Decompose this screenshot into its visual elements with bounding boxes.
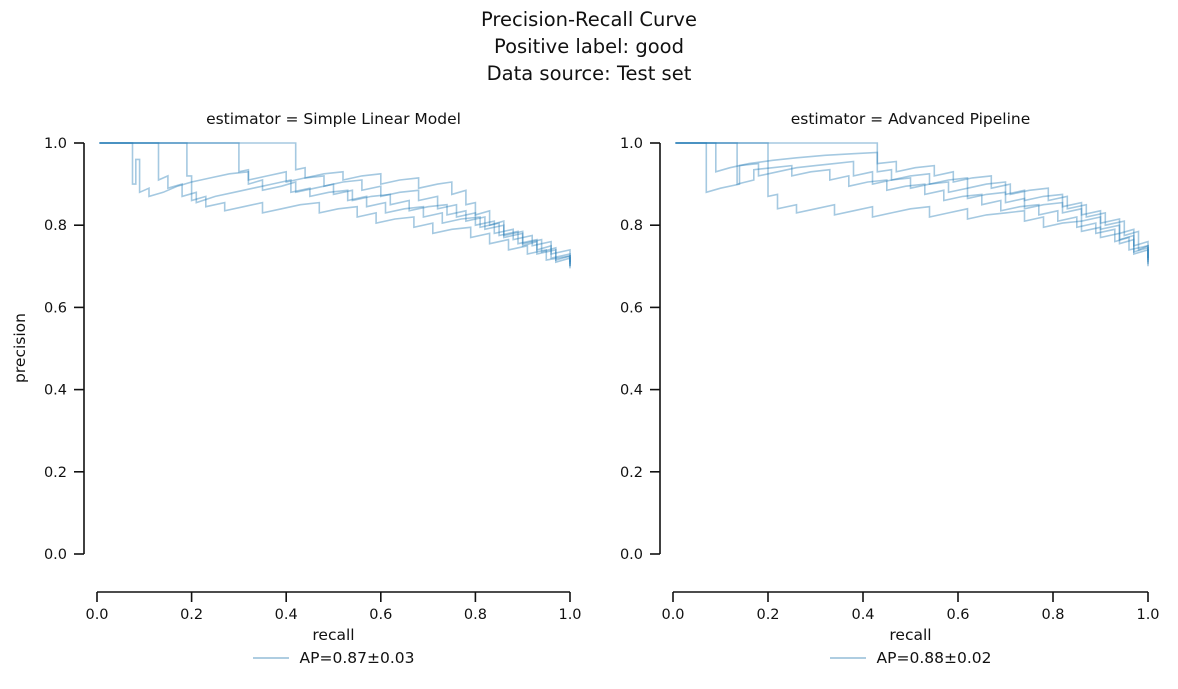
y-tick-label: 1.0 bbox=[620, 136, 643, 152]
x-tick-label: 0.4 bbox=[851, 607, 874, 623]
figure-title-line-1: Precision-Recall Curve bbox=[481, 8, 697, 31]
y-tick-label: 0.2 bbox=[620, 465, 643, 481]
x-tick-label: 0.4 bbox=[275, 607, 298, 623]
left-legend: AP=0.87±0.03 bbox=[97, 649, 570, 667]
figure-title-line-3: Data source: Test set bbox=[486, 62, 692, 85]
left-panel-title: estimator = Simple Linear Model bbox=[206, 110, 461, 128]
right-legend-label: AP=0.88±0.02 bbox=[876, 649, 992, 667]
x-tick-label: 0.8 bbox=[464, 607, 487, 623]
y-tick-label: 1.0 bbox=[44, 136, 67, 152]
x-tick-label: 0.6 bbox=[369, 607, 392, 623]
y-tick-label: 0.2 bbox=[44, 465, 67, 481]
y-tick-label: 0.0 bbox=[620, 547, 643, 563]
pr-curve-panel1-cv-fold-1 bbox=[99, 142, 571, 267]
right-legend: AP=0.88±0.02 bbox=[673, 649, 1148, 667]
y-tick-label: 0.4 bbox=[44, 383, 67, 399]
x-tick-label: 0.6 bbox=[946, 607, 969, 623]
left-legend-label: AP=0.87±0.03 bbox=[299, 649, 415, 667]
pr-curve-panel2-cv-fold-3 bbox=[675, 142, 1149, 265]
x-tick-label: 1.0 bbox=[558, 607, 581, 623]
y-tick-label: 0.8 bbox=[620, 218, 643, 234]
x-tick-label: 0.2 bbox=[180, 607, 203, 623]
y-axis-label: precision bbox=[11, 313, 29, 383]
pr-curve-panel1-cv-fold-4 bbox=[99, 142, 571, 263]
y-tick-label: 0.8 bbox=[44, 218, 67, 234]
right-panel-title: estimator = Advanced Pipeline bbox=[790, 110, 1031, 128]
pr-curve-panel2-cv-fold-2 bbox=[675, 142, 1149, 259]
left-legend-line-swatch bbox=[252, 657, 289, 659]
x-tick-label: 0.8 bbox=[1041, 607, 1064, 623]
right-legend-line-swatch bbox=[829, 657, 866, 659]
pr-curve-panel2-cv-fold-5 bbox=[675, 142, 1149, 267]
x-tick-label: 1.0 bbox=[1136, 607, 1159, 623]
left-x-axis-label: recall bbox=[312, 626, 355, 644]
pr-curve-panel1-cv-fold-5 bbox=[99, 142, 571, 267]
pr-curve-panel1-cv-fold-2 bbox=[99, 142, 571, 265]
x-tick-label: 0.2 bbox=[756, 607, 779, 623]
pr-curve-panel2-cv-fold-1 bbox=[675, 142, 1149, 263]
figure-title: Precision-Recall Curve Positive label: g… bbox=[0, 6, 1178, 87]
y-tick-label: 0.0 bbox=[44, 547, 67, 563]
right-x-axis-label: recall bbox=[889, 626, 932, 644]
pr-curve-panel2-cv-fold-4 bbox=[675, 142, 1149, 261]
y-tick-label: 0.6 bbox=[44, 300, 67, 316]
y-tick-label: 0.6 bbox=[620, 300, 643, 316]
x-tick-label: 0.0 bbox=[661, 607, 684, 623]
figure-title-line-2: Positive label: good bbox=[494, 35, 684, 58]
x-tick-label: 0.0 bbox=[85, 607, 108, 623]
pr-curve-panel1-cv-fold-3 bbox=[99, 142, 571, 269]
y-tick-label: 0.4 bbox=[620, 383, 643, 399]
